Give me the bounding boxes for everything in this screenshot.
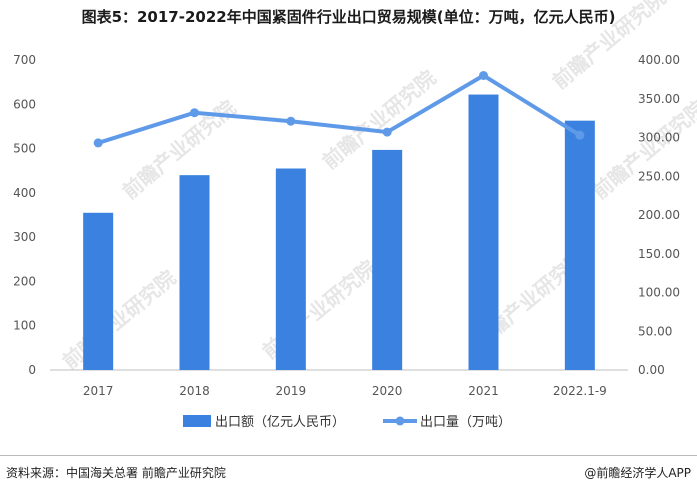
y-right-tick-label: 150.00 [638,247,680,261]
y-right-tick-label: 300.00 [638,131,680,145]
x-tick-label: 2020 [372,384,403,398]
y-right-tick-label: 200.00 [638,208,680,222]
y-right-tick-label: 250.00 [638,169,680,183]
y-left-tick-label: 600 [13,97,36,111]
bar [468,94,499,371]
line-point [286,116,296,126]
y-right-tick-label: 50.00 [638,324,672,338]
x-tick-label: 2017 [83,384,114,398]
line-point [93,138,103,148]
bar-series [83,94,595,371]
line-point [382,127,392,137]
x-axis-labels: 2017 2018 2019 2020 2021 2022.1-9 [83,384,607,398]
y-left-tick-label: 300 [13,230,36,244]
legend-marker-line [395,416,405,426]
watermark-text: 前瞻产业研究院 [588,95,697,203]
legend-label-line: 出口量（万吨） [420,415,511,430]
y-right-tick-label: 350.00 [638,92,680,106]
bar [275,168,306,370]
watermark-text: 前瞻产业研究院 [548,0,671,94]
watermark-text: 前瞻产业研究院 [58,265,181,373]
x-tick-label: 2021 [468,384,499,398]
y-left-tick-label: 200 [13,274,36,288]
y-left-tick-label: 100 [13,319,36,333]
left-axis: 0 100 200 300 400 500 600 700 [13,53,36,377]
bar [83,212,114,370]
credit-note: @前瞻经济学人APP [584,466,691,480]
line-point [479,71,488,80]
y-left-tick-label: 0 [28,363,36,377]
y-right-tick-label: 400.00 [638,53,680,67]
watermark-text: 前瞻产业研究院 [118,95,241,203]
bar [564,120,595,371]
y-right-tick-label: 100.00 [638,286,680,300]
y-left-tick-label: 400 [13,186,36,200]
line-path [96,73,582,145]
source-note: 资料来源：中国海关总署 前瞻产业研究院 [6,466,226,480]
x-tick-label: 2019 [276,384,307,398]
legend: 出口额（亿元人民币） 出口量（万吨） [183,415,511,430]
y-right-tick-label: 0.00 [638,363,665,377]
chart-title: 图表5：2017-2022年中国紧固件行业出口贸易规模(单位：万吨，亿元人民币) [81,8,616,26]
footer: 资料来源：中国海关总署 前瞻产业研究院 @前瞻经济学人APP [0,455,697,486]
legend-swatch-bar [183,415,211,427]
bar [372,149,403,370]
legend-label-bar: 出口额（亿元人民币） [215,415,345,430]
y-left-tick-label: 500 [13,142,36,156]
x-tick-label: 2018 [179,384,210,398]
line-point [575,130,585,140]
line-point [190,108,199,118]
right-axis: 0.00 50.00 100.00 150.00 200.00 250.00 300.00 3… [638,53,680,377]
line-series [93,71,585,148]
y-left-tick-label: 700 [13,53,36,67]
bar [179,175,210,370]
x-tick-label: 2022.1-9 [553,384,607,398]
